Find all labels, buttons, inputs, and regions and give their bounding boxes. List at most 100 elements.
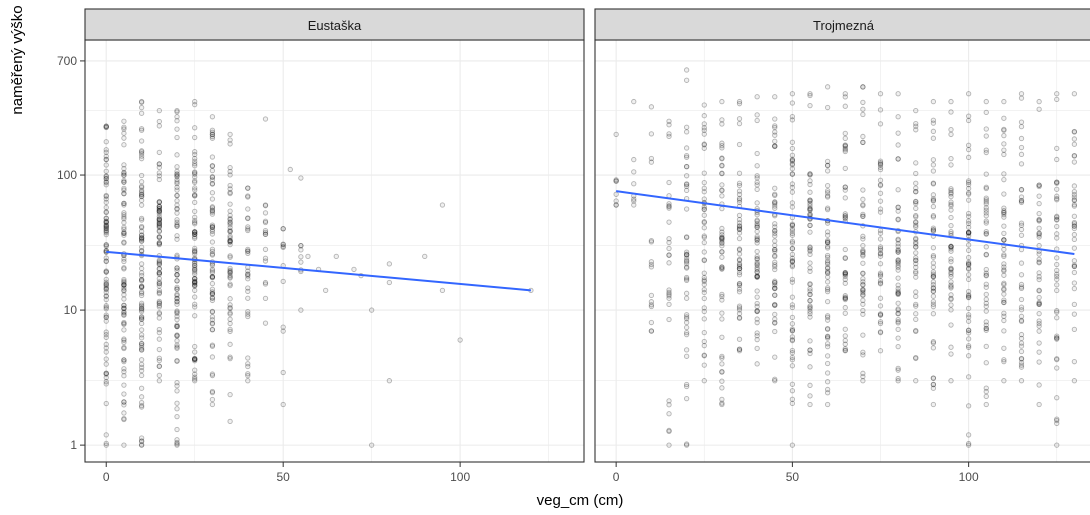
data-point: [1018, 246, 1025, 253]
data-point: [948, 273, 954, 280]
data-point: [736, 191, 743, 198]
data-point: [174, 109, 180, 115]
data-point: [807, 314, 813, 320]
data-point: [209, 190, 216, 196]
data-point: [683, 173, 690, 179]
data-point: [895, 288, 901, 294]
data-point: [1036, 287, 1042, 293]
data-point: [683, 152, 690, 159]
data-point: [719, 254, 725, 260]
panel-background: [85, 40, 584, 462]
data-point: [701, 127, 707, 133]
data-point: [156, 173, 162, 179]
data-point: [1054, 287, 1060, 294]
data-point: [965, 403, 972, 409]
data-point: [824, 168, 831, 174]
data-point: [666, 316, 672, 323]
data-point: [948, 246, 954, 252]
data-point: [895, 316, 901, 323]
data-point: [174, 107, 180, 114]
data-point: [736, 182, 743, 189]
y-axis-title: naměřený výško: [9, 5, 26, 114]
data-point: [138, 347, 145, 353]
data-point: [262, 320, 269, 326]
data-point: [121, 281, 127, 288]
data-point: [877, 253, 884, 259]
data-point: [227, 341, 233, 347]
data-point: [948, 248, 954, 254]
data-point: [913, 212, 919, 219]
data-point: [824, 158, 831, 165]
data-point: [983, 296, 989, 303]
data-point: [807, 393, 813, 399]
data-point: [1054, 335, 1060, 341]
data-point: [138, 184, 145, 191]
data-point: [1001, 191, 1007, 197]
data-point: [138, 225, 145, 231]
data-point: [227, 316, 233, 322]
data-point: [719, 266, 725, 272]
data-point: [1001, 147, 1007, 153]
data-point: [736, 216, 743, 223]
data-point: [209, 317, 216, 323]
data-point: [103, 179, 109, 186]
data-point: [192, 283, 198, 289]
data-point: [121, 170, 127, 177]
data-point: [860, 281, 866, 288]
data-point: [701, 281, 707, 288]
data-point: [983, 303, 989, 310]
data-point: [121, 302, 127, 309]
data-point: [913, 289, 919, 295]
data-point: [860, 211, 866, 218]
data-point: [192, 267, 198, 273]
data-point: [807, 172, 813, 178]
data-point: [138, 172, 145, 179]
data-point: [174, 338, 180, 344]
data-point: [666, 291, 672, 297]
data-point: [824, 190, 831, 196]
data-point: [701, 338, 707, 345]
data-point: [913, 244, 919, 250]
data-point: [860, 249, 866, 256]
data-point: [701, 249, 707, 255]
data-point: [209, 239, 216, 245]
data-point: [948, 214, 954, 221]
data-point: [1071, 280, 1078, 286]
data-point: [807, 260, 813, 266]
data-point: [930, 271, 937, 277]
data-point: [121, 369, 127, 375]
data-point: [930, 168, 937, 174]
data-point: [192, 229, 198, 235]
data-point: [121, 296, 127, 302]
data-point: [913, 270, 919, 276]
data-point: [121, 288, 127, 294]
data-point: [103, 293, 109, 299]
data-point: [156, 304, 162, 310]
data-point: [1018, 119, 1025, 125]
data-point: [174, 118, 180, 124]
data-point: [913, 160, 919, 166]
data-point: [156, 280, 162, 287]
data-point: [1018, 378, 1025, 384]
data-point: [121, 224, 127, 231]
data-point: [245, 295, 251, 301]
data-point: [754, 221, 760, 227]
data-point: [192, 149, 198, 155]
data-point: [772, 143, 778, 149]
data-point: [719, 369, 725, 375]
data-point: [789, 228, 796, 234]
data-point: [245, 276, 251, 282]
data-point: [121, 256, 127, 262]
data-point: [121, 229, 127, 236]
data-point: [138, 148, 145, 154]
data-point: [754, 222, 760, 229]
data-point: [983, 197, 989, 203]
data-point: [772, 199, 778, 206]
data-point: [789, 326, 796, 332]
data-point: [983, 185, 989, 192]
data-point: [824, 270, 831, 276]
data-point: [860, 248, 866, 255]
data-point: [772, 248, 778, 254]
data-point: [280, 369, 286, 376]
data-point: [192, 178, 198, 184]
